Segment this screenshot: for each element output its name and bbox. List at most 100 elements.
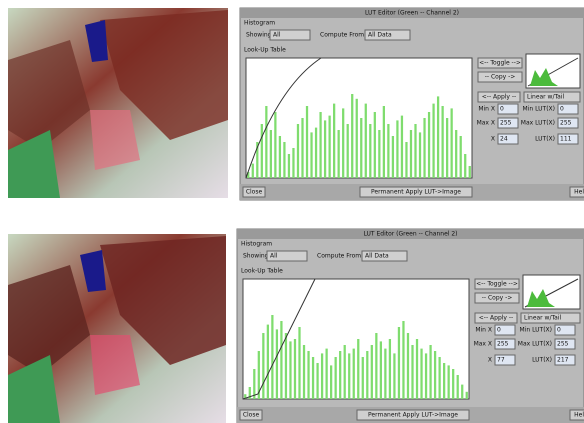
- permanent-apply-button[interactable]: [356, 409, 470, 421]
- input-field[interactable]: [497, 133, 519, 145]
- input-field[interactable]: [557, 103, 579, 115]
- close-button-label: Close: [246, 189, 263, 196]
- histogram-bar: [319, 112, 322, 178]
- input-field[interactable]: [494, 324, 516, 336]
- field-label: Min X: [475, 327, 492, 334]
- section-label: Look-Up Table: [244, 47, 286, 54]
- histogram-bar: [298, 327, 301, 399]
- histogram-bar: [266, 324, 269, 399]
- apply-button[interactable]: [474, 312, 518, 324]
- toggle-button[interactable]: [477, 57, 523, 69]
- input-field[interactable]: [554, 338, 576, 350]
- histogram-bar: [251, 163, 254, 178]
- histogram-bar: [438, 357, 441, 399]
- lut-curve: [245, 57, 322, 179]
- permanent-apply-button-label: Permanent Apply LUT->Image: [368, 412, 458, 419]
- histogram-bar: [314, 127, 318, 178]
- histogram-bar: [352, 348, 355, 399]
- histogram-bar: [461, 384, 464, 399]
- dropdown-value: All Data: [365, 253, 389, 260]
- histogram-bar: [311, 357, 315, 399]
- input-field[interactable]: [554, 354, 576, 366]
- histogram-bar: [450, 108, 453, 178]
- dropdown[interactable]: [364, 29, 411, 41]
- dropdown[interactable]: [266, 250, 308, 262]
- thumbnail-hist: [527, 289, 555, 307]
- permanent-apply-button[interactable]: [359, 186, 473, 198]
- histogram-bar: [382, 106, 385, 178]
- input-field[interactable]: [554, 324, 576, 336]
- copy-button[interactable]: [474, 292, 520, 304]
- histogram-bar: [253, 369, 256, 399]
- apply-button-label: <-- Apply --: [479, 315, 513, 322]
- help-button[interactable]: [569, 186, 584, 198]
- satellite-image: [8, 234, 226, 423]
- histogram-bar: [346, 124, 349, 178]
- histogram-bar: [271, 315, 274, 399]
- histogram-bar: [418, 132, 422, 178]
- histogram-bar: [384, 348, 387, 399]
- histogram-bar: [302, 345, 306, 399]
- histogram-bar: [387, 124, 390, 178]
- histogram-bar: [402, 321, 405, 399]
- histogram-bar: [409, 130, 413, 178]
- histogram-bar: [373, 112, 376, 178]
- histogram-bar: [447, 365, 450, 399]
- histogram-bar: [406, 333, 410, 399]
- histogram-bar: [289, 341, 292, 399]
- histogram-bar: [307, 351, 310, 399]
- input-field[interactable]: [557, 117, 579, 129]
- close-button[interactable]: [239, 409, 263, 421]
- close-button[interactable]: [242, 186, 266, 198]
- histogram-bar: [446, 118, 449, 178]
- input-field[interactable]: [557, 133, 579, 145]
- input-field[interactable]: [494, 354, 516, 366]
- thumbnail-hist: [530, 68, 558, 86]
- histogram-bar: [420, 348, 423, 399]
- histogram-bar: [400, 115, 404, 178]
- histogram-bar: [369, 124, 372, 178]
- copy-button[interactable]: [477, 71, 523, 83]
- dropdown[interactable]: [520, 312, 581, 324]
- histogram-bar: [284, 333, 288, 399]
- histogram-bar: [323, 120, 327, 178]
- histogram-bar: [262, 333, 265, 399]
- histogram-bar: [464, 154, 467, 178]
- histogram-bar: [310, 132, 313, 178]
- lut-curve: [242, 278, 316, 400]
- field-value: 217: [557, 357, 569, 364]
- field-value: 255: [560, 120, 572, 127]
- histogram-bar: [293, 339, 297, 399]
- histogram-bar: [244, 394, 247, 399]
- input-field[interactable]: [494, 338, 516, 350]
- histogram-bar: [455, 130, 458, 178]
- field-value: 0: [500, 106, 504, 113]
- help-button[interactable]: [569, 409, 584, 421]
- histogram-bar: [366, 351, 369, 399]
- help-button-label: Help: [574, 189, 584, 196]
- histogram-bar: [423, 118, 426, 178]
- field-label: Max LUT(X): [518, 341, 552, 348]
- apply-button[interactable]: [477, 91, 521, 103]
- histogram-bar: [405, 142, 408, 178]
- histogram-bar: [379, 341, 382, 399]
- dropdown[interactable]: [523, 91, 581, 103]
- histogram-bar: [396, 120, 399, 178]
- histogram-bar: [411, 345, 414, 399]
- toggle-button[interactable]: [474, 278, 520, 290]
- field-value: 77: [497, 357, 505, 364]
- lut-editor: LUT Editor (Green -- Channel 2) Histogram…: [236, 228, 584, 423]
- dropdown[interactable]: [269, 29, 311, 41]
- histogram-bar: [320, 353, 324, 399]
- section-label: Histogram: [244, 20, 275, 27]
- label: Showing: [243, 253, 269, 260]
- input-field[interactable]: [497, 103, 519, 115]
- dropdown[interactable]: [361, 250, 408, 262]
- histogram-bar: [265, 106, 268, 178]
- label: Compute From: [320, 32, 364, 39]
- dropdown-value: Linear w/Tail: [524, 315, 561, 322]
- field-label: LUT(X): [535, 136, 555, 143]
- input-field[interactable]: [497, 117, 519, 129]
- histogram-bar: [452, 369, 455, 399]
- window-title: LUT Editor (Green -- Channel 2): [365, 10, 459, 17]
